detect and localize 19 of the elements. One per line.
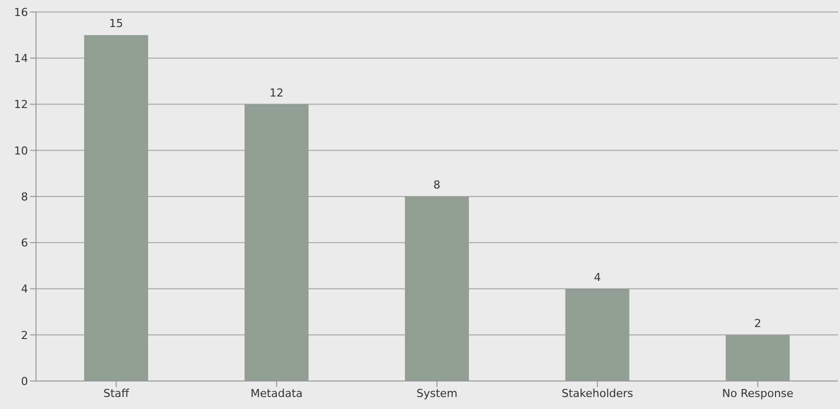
data-label: 4 xyxy=(594,270,601,284)
y-tick-label: 2 xyxy=(21,328,28,342)
y-tick-label: 8 xyxy=(21,190,28,204)
y-tick-label: 4 xyxy=(21,282,28,296)
x-tick-label: Metadata xyxy=(250,386,303,400)
data-label: 12 xyxy=(270,86,284,100)
y-tick-label: 16 xyxy=(14,6,28,19)
x-tick-label: Stakeholders xyxy=(562,386,634,400)
y-tick-label: 6 xyxy=(21,236,28,250)
data-label: 8 xyxy=(433,178,440,192)
y-tick-label: 0 xyxy=(21,374,28,388)
x-tick-label: No Response xyxy=(722,386,794,400)
data-label: 2 xyxy=(754,316,762,330)
x-tick-label: System xyxy=(416,386,458,400)
x-tick-label: Staff xyxy=(103,386,130,400)
y-tick-label: 12 xyxy=(14,98,28,112)
data-label: 15 xyxy=(109,17,124,30)
y-tick-label: 10 xyxy=(14,144,28,158)
y-tick-label: 14 xyxy=(14,52,28,66)
